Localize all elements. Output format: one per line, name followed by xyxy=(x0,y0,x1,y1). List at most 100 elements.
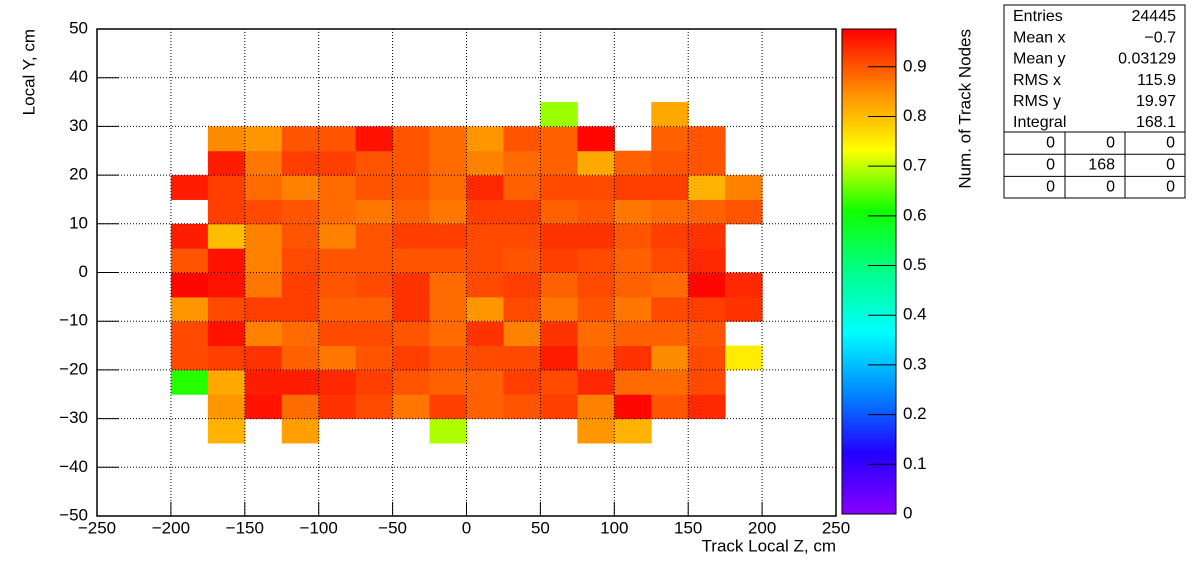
cell xyxy=(614,199,652,225)
cell xyxy=(614,248,652,273)
cell xyxy=(688,321,726,347)
cell xyxy=(651,321,689,347)
cell xyxy=(281,150,320,176)
x-tick-label: 200 xyxy=(748,518,776,537)
z-tick-label: 0 xyxy=(903,503,912,522)
color-bar xyxy=(841,28,897,515)
cell xyxy=(207,394,246,420)
cell xyxy=(540,272,578,298)
cell xyxy=(614,418,652,444)
x-tick-label: −50 xyxy=(378,518,407,537)
cell xyxy=(281,175,320,200)
cell xyxy=(281,369,320,395)
cell xyxy=(540,321,578,347)
stats-value: 115.9 xyxy=(1137,72,1176,89)
cell xyxy=(577,175,615,200)
x-tick-label: 0 xyxy=(462,518,471,537)
cell xyxy=(503,296,541,322)
cell xyxy=(318,199,357,225)
cell xyxy=(170,248,209,273)
cell xyxy=(318,248,357,273)
cell xyxy=(614,296,652,322)
cell xyxy=(577,126,615,152)
y-tick-label: −50 xyxy=(59,505,88,524)
cell xyxy=(688,223,726,249)
z-axis-title: Num. of Track Nodes xyxy=(955,29,974,189)
cell xyxy=(614,223,652,249)
cell xyxy=(170,321,209,347)
cell xyxy=(466,296,504,322)
y-axis-title: Local Y, cm xyxy=(19,29,38,115)
cell xyxy=(725,175,763,200)
cell xyxy=(651,296,689,322)
cell xyxy=(207,150,246,176)
stats-label: RMS x xyxy=(1013,72,1061,89)
cell xyxy=(355,223,394,249)
cell xyxy=(466,150,504,176)
cell xyxy=(207,126,246,152)
cell xyxy=(170,272,209,298)
cell xyxy=(355,175,394,200)
y-tick-label: 10 xyxy=(69,213,88,232)
cell xyxy=(392,199,431,225)
cell xyxy=(392,345,431,371)
stats-cell: 0 xyxy=(1046,179,1055,196)
cell xyxy=(688,248,726,273)
stats-label: Mean x xyxy=(1013,29,1065,46)
cell xyxy=(466,345,504,371)
cell xyxy=(614,272,652,298)
stats-cell: 0 xyxy=(1106,134,1115,151)
cell xyxy=(466,223,504,249)
cell xyxy=(244,223,283,249)
cell xyxy=(355,199,394,225)
cell xyxy=(614,369,652,395)
cell xyxy=(540,345,578,371)
cell xyxy=(651,394,689,420)
cell xyxy=(244,345,283,371)
cell xyxy=(651,102,689,127)
cell xyxy=(651,248,689,273)
x-axis-title: Track Local Z, cm xyxy=(702,536,836,555)
z-tick-label: 0.5 xyxy=(903,255,927,274)
y-tick-label: 20 xyxy=(69,165,88,184)
cell xyxy=(170,369,209,395)
cell xyxy=(207,418,246,444)
cell xyxy=(466,199,504,225)
z-tick-label: 0.8 xyxy=(903,106,927,125)
cell xyxy=(466,126,504,152)
cell xyxy=(540,223,578,249)
cell xyxy=(503,199,541,225)
cell xyxy=(392,394,431,420)
cell xyxy=(281,199,320,225)
x-tick-label: −250 xyxy=(78,518,116,537)
cell xyxy=(429,394,467,420)
stats-frame xyxy=(1003,4,1186,199)
cell xyxy=(651,345,689,371)
cell xyxy=(392,223,431,249)
stats-value: 168.1 xyxy=(1136,114,1176,131)
cell xyxy=(651,272,689,298)
x-tick-label: 250 xyxy=(822,518,850,537)
cell xyxy=(688,175,726,200)
stats-label: Integral xyxy=(1013,114,1066,131)
cell xyxy=(614,345,652,371)
cell xyxy=(540,102,578,127)
cell xyxy=(466,394,504,420)
y-tick-label: −20 xyxy=(59,359,88,378)
cell xyxy=(207,248,246,273)
cell xyxy=(207,199,246,225)
cell xyxy=(318,150,357,176)
cell xyxy=(244,175,283,200)
cell xyxy=(281,223,320,249)
cell xyxy=(318,345,357,371)
z-tick-label: 0.2 xyxy=(903,404,927,423)
y-tick-label: 30 xyxy=(69,116,88,135)
cell xyxy=(392,321,431,347)
z-tick-label: 0.3 xyxy=(903,354,927,373)
cell xyxy=(503,321,541,347)
cell xyxy=(392,175,431,200)
cell xyxy=(577,418,615,444)
cell xyxy=(577,248,615,273)
cell xyxy=(577,296,615,322)
